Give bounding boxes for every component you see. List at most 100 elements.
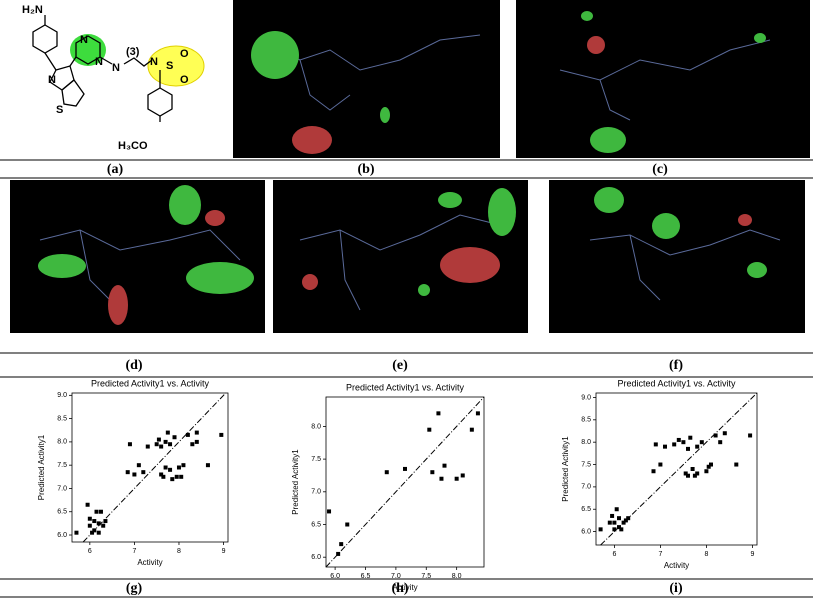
point bbox=[87, 516, 92, 521]
point bbox=[695, 444, 700, 449]
point bbox=[74, 530, 79, 535]
atom-label: N bbox=[95, 56, 103, 68]
point bbox=[384, 470, 389, 475]
point bbox=[617, 516, 621, 521]
x-axis-label: Activity bbox=[392, 583, 417, 592]
point bbox=[339, 542, 344, 547]
y-tick-label: 7.5 bbox=[311, 456, 321, 463]
bond bbox=[44, 52, 57, 71]
point bbox=[96, 530, 101, 535]
y-tick-label: 7.5 bbox=[581, 461, 591, 468]
x-tick-label: 8 bbox=[704, 551, 708, 558]
x-axis-label: Activity bbox=[664, 561, 689, 570]
point bbox=[469, 427, 474, 432]
atom-label: N bbox=[48, 74, 56, 86]
point bbox=[336, 551, 341, 556]
identity-line bbox=[82, 392, 227, 543]
y-axis-label: Predicted Activity1 bbox=[37, 434, 46, 500]
point bbox=[125, 470, 130, 475]
point bbox=[185, 432, 190, 437]
render-b bbox=[233, 0, 500, 158]
plot-frame bbox=[595, 392, 758, 546]
bond bbox=[69, 56, 77, 67]
panel-label: (h) bbox=[391, 581, 408, 596]
point bbox=[94, 509, 99, 514]
ring bbox=[61, 79, 85, 107]
point bbox=[610, 513, 615, 518]
x-tick-label: 6 bbox=[88, 548, 92, 555]
point bbox=[475, 411, 480, 416]
y-tick-label: 9.0 bbox=[57, 392, 67, 399]
atom-label: O bbox=[180, 74, 189, 86]
point bbox=[163, 465, 168, 470]
point bbox=[681, 440, 686, 445]
point bbox=[653, 442, 658, 447]
render-d bbox=[10, 180, 265, 333]
bond bbox=[99, 56, 113, 65]
point bbox=[168, 467, 173, 472]
y-tick-label: 8.0 bbox=[57, 439, 67, 446]
point bbox=[683, 471, 688, 476]
point bbox=[92, 519, 97, 524]
panel-label: (c) bbox=[652, 162, 668, 177]
panel-label: (a) bbox=[107, 162, 124, 177]
y-axis-label: Predicted Activity1 bbox=[561, 436, 570, 502]
point bbox=[219, 432, 224, 437]
point bbox=[190, 442, 195, 447]
point bbox=[748, 433, 753, 438]
point bbox=[439, 476, 444, 481]
y-axis-label: Predicted Activity1 bbox=[291, 449, 300, 515]
point bbox=[692, 473, 697, 478]
point bbox=[460, 473, 465, 478]
point bbox=[165, 430, 170, 435]
point bbox=[98, 509, 103, 514]
point bbox=[179, 474, 184, 479]
point bbox=[704, 469, 709, 474]
point bbox=[170, 477, 175, 482]
atom-label: S bbox=[56, 104, 63, 116]
bond bbox=[123, 57, 153, 67]
point bbox=[672, 442, 677, 447]
x-tick-label: 6 bbox=[612, 551, 616, 558]
chart-title: Predicted Activity1 vs. Activity bbox=[617, 378, 736, 388]
y-tick-label: 8.0 bbox=[581, 439, 591, 446]
x-tick-label: 7.0 bbox=[391, 573, 401, 580]
y-tick-label: 6.5 bbox=[57, 509, 67, 516]
point bbox=[403, 466, 407, 471]
point bbox=[626, 516, 631, 521]
x-axis-label: Activity bbox=[137, 558, 162, 567]
x-tick-label: 8 bbox=[177, 548, 181, 555]
point bbox=[194, 430, 199, 435]
point bbox=[686, 473, 690, 478]
y-tick-label: 8.0 bbox=[311, 423, 321, 430]
y-tick-label: 7.5 bbox=[57, 462, 67, 469]
point bbox=[619, 527, 624, 532]
point bbox=[663, 444, 667, 449]
point bbox=[92, 528, 97, 533]
panel-label: (e) bbox=[392, 358, 408, 373]
point bbox=[658, 462, 663, 467]
y-tick-label: 6.0 bbox=[581, 528, 591, 535]
point bbox=[607, 520, 612, 525]
atom-label: N bbox=[80, 34, 88, 46]
point bbox=[688, 435, 693, 440]
point bbox=[709, 462, 713, 467]
point bbox=[168, 442, 173, 447]
atom-label: H₂N bbox=[22, 4, 43, 16]
point bbox=[427, 427, 432, 432]
atom-label: N bbox=[150, 56, 158, 68]
point bbox=[194, 439, 199, 444]
x-tick-label: 6.5 bbox=[361, 573, 371, 580]
point bbox=[436, 411, 441, 416]
point bbox=[176, 465, 181, 470]
y-tick-label: 7.0 bbox=[311, 489, 321, 496]
point bbox=[181, 463, 186, 468]
point bbox=[159, 444, 164, 449]
panel-label: (d) bbox=[125, 358, 142, 373]
panel-label: (i) bbox=[669, 581, 683, 596]
panel-label: (f) bbox=[669, 358, 683, 373]
point bbox=[156, 437, 161, 442]
point bbox=[205, 463, 210, 468]
point bbox=[96, 521, 101, 526]
